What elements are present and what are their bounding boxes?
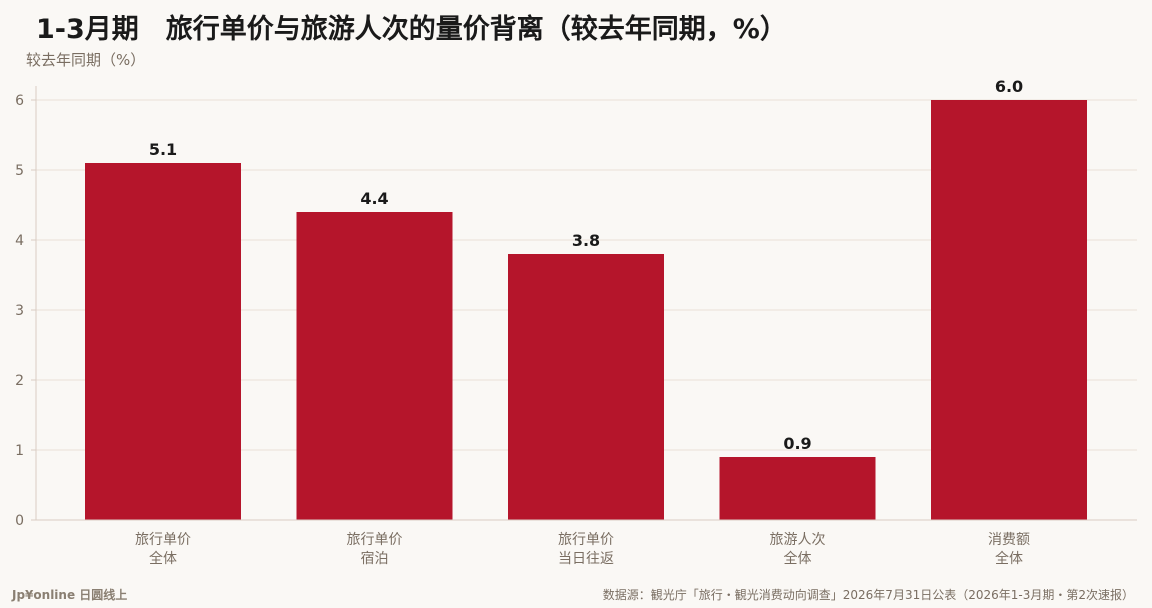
bar	[931, 100, 1087, 520]
bar	[296, 212, 453, 520]
x-tick-label: 旅游人次	[770, 532, 826, 548]
x-tick-label: 全体	[149, 550, 177, 567]
x-tick-label: 消费额	[988, 532, 1030, 548]
footer-brand: Jp¥online 日圆线上	[11, 587, 127, 602]
footer-source: 数据源：観光庁「旅行・観光消费动向调查」2026年7月31日公表（2026年1-…	[603, 587, 1134, 602]
y-tick-label: 5	[15, 163, 24, 179]
x-tick-label: 宿泊	[361, 550, 389, 567]
bars	[85, 100, 1087, 520]
data-label: 3.8	[572, 231, 600, 250]
data-label: 5.1	[149, 140, 177, 159]
x-tick-label: 全体	[784, 550, 812, 567]
data-label: 4.4	[360, 189, 388, 208]
x-tick-label: 旅行单价	[347, 532, 403, 548]
x-tick-label: 旅行单价	[135, 532, 191, 548]
chart-title: 1-3月期 旅行单价与旅游人次的量价背离（较去年同期，%）	[36, 13, 787, 45]
bar	[85, 163, 241, 520]
bar	[719, 457, 876, 520]
y-tick-label: 6	[15, 93, 24, 109]
bar	[508, 254, 664, 520]
y-tick-label: 0	[15, 513, 24, 529]
x-tick-label: 旅行单价	[558, 532, 614, 548]
y-tick-label: 1	[15, 443, 24, 459]
value-labels: 5.1 4.4 3.8 0.9 6.0	[149, 77, 1023, 453]
data-label: 0.9	[783, 434, 811, 453]
data-label: 6.0	[995, 77, 1023, 96]
y-axis-label: 较去年同期（%）	[26, 51, 145, 69]
y-tick-label: 2	[15, 373, 24, 389]
y-axis-ticks: 0 1 2 3 4 5 6	[15, 93, 36, 529]
y-tick-label: 4	[15, 233, 24, 249]
x-tick-label: 当日往返	[558, 551, 614, 567]
y-tick-label: 3	[15, 303, 24, 319]
x-tick-label: 全体	[995, 550, 1023, 567]
